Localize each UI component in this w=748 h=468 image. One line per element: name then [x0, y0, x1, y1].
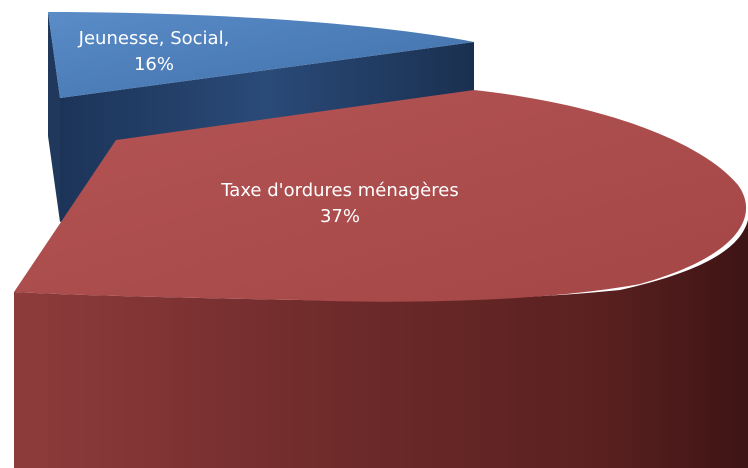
slice-label-taxe-ordures-name: Taxe d'ordures ménagères [220, 180, 458, 201]
slice-label-taxe-ordures-value: 37% [320, 206, 360, 227]
slice-label-jeunesse-social-value: 16% [134, 54, 174, 75]
slice-taxe-ordures-side [14, 220, 748, 468]
slice-label-jeunesse-social-name: Jeunesse, Social, [78, 28, 230, 49]
slice-jeunesse-social-side [48, 12, 60, 222]
slice-taxe-ordures-top [14, 90, 747, 302]
slice-taxe-ordures: Taxe d'ordures ménagères 37% [14, 90, 748, 468]
slice-jeunesse-social-top [48, 12, 474, 98]
